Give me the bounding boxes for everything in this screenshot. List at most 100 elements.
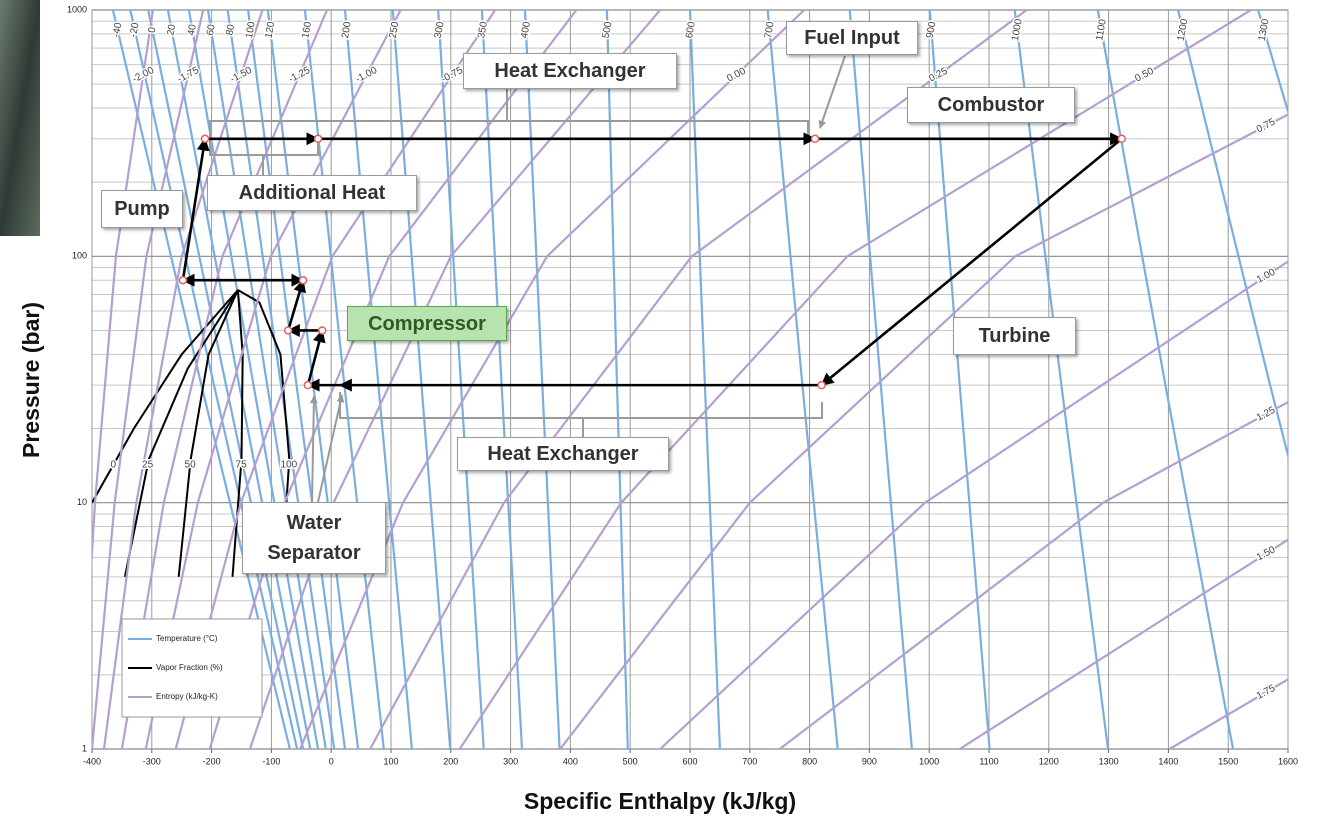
curve	[226, 10, 336, 749]
annotation: Compressor	[347, 306, 507, 341]
x-tick-label: 1400	[1158, 756, 1178, 766]
state-point	[200, 134, 210, 144]
curve	[123, 289, 239, 577]
curve-label: 0	[147, 26, 159, 34]
curve-label: -40	[111, 22, 124, 39]
state-point	[298, 275, 308, 285]
annotation: Fuel Input	[786, 21, 918, 55]
x-tick-label: 0	[329, 756, 334, 766]
x-tick-label: 600	[682, 756, 697, 766]
y-tick-label: 10	[77, 497, 87, 507]
curve-label: 700	[763, 20, 777, 39]
curve	[206, 10, 327, 749]
curve	[928, 10, 991, 749]
curve	[559, 113, 1288, 749]
curve	[1013, 10, 1110, 749]
y-tick-label: 100	[72, 251, 87, 261]
curve	[299, 10, 805, 749]
curve-label: 1100	[1094, 18, 1109, 42]
cycle-arrow	[286, 278, 306, 331]
curve	[129, 10, 299, 749]
annotation: Heat Exchanger	[457, 437, 669, 471]
photo-strip	[0, 0, 40, 236]
annotation: Water Separator	[242, 502, 386, 574]
legend-label: Vapor Fraction (%)	[156, 663, 223, 672]
annotation: Heat Exchanger	[463, 53, 677, 89]
x-tick-label: -200	[203, 756, 221, 766]
x-tick-label: 900	[862, 756, 877, 766]
state-point	[303, 380, 313, 390]
annotation: Additional Heat	[207, 175, 417, 211]
curve-label: 350	[476, 20, 490, 39]
legend-label: Temperature (°C)	[156, 634, 218, 643]
curve	[248, 10, 661, 749]
curve-label: 250	[388, 20, 402, 39]
x-tick-label: 700	[742, 756, 757, 766]
callout-lines	[209, 55, 846, 503]
state-point	[178, 275, 188, 285]
curve-label: -20	[128, 22, 141, 39]
curve-label: 100	[244, 20, 258, 39]
x-tick-label: 1100	[979, 756, 998, 766]
annotation: Combustor	[907, 87, 1075, 123]
curve-label: 900	[925, 20, 939, 39]
cycle-arrow	[181, 137, 210, 281]
state-point	[817, 380, 826, 390]
curve-label: 300	[433, 20, 447, 39]
x-tick-label: 400	[563, 756, 578, 766]
curve-label: 0	[111, 460, 117, 471]
y-tick-label: 1	[82, 743, 87, 753]
legend-label: Entropy (kJ/kg-K)	[156, 692, 218, 701]
state-point	[1117, 134, 1127, 144]
x-axis-title: Specific Enthalpy (kJ/kg)	[524, 788, 796, 814]
x-tick-label: 300	[503, 756, 518, 766]
curve-label: 80	[224, 23, 237, 36]
annotation: Turbine	[953, 317, 1076, 355]
curve-label: 500	[601, 20, 615, 39]
curve	[659, 260, 1288, 749]
curve-label: 75	[236, 460, 248, 471]
curve	[779, 400, 1288, 749]
curve	[92, 10, 205, 749]
x-tick-label: -400	[83, 756, 101, 766]
curve-label: 600	[684, 20, 698, 39]
x-tick-label: 100	[383, 756, 398, 766]
x-tick-label: 1200	[1039, 756, 1059, 766]
state-point	[810, 134, 820, 144]
curve	[92, 10, 155, 571]
curve-label: 60	[205, 23, 218, 36]
x-tick-label: 1000	[919, 756, 939, 766]
x-tick-label: 500	[623, 756, 638, 766]
state-point	[317, 326, 327, 335]
y-tick-label: 1000	[67, 4, 87, 14]
curve	[177, 289, 239, 577]
state-point	[283, 326, 293, 335]
curve	[458, 10, 1252, 749]
curve-label: 400	[519, 20, 533, 39]
x-tick-label: -300	[143, 756, 161, 766]
x-tick-label: 1500	[1218, 756, 1238, 766]
curve	[848, 10, 913, 749]
curve-label: 50	[185, 460, 197, 471]
annotation: Pump	[101, 190, 183, 228]
cycle-arrow	[306, 329, 326, 386]
curve-label: 40	[186, 23, 199, 36]
x-tick-label: 1600	[1278, 756, 1298, 766]
curve	[237, 289, 291, 503]
curve	[166, 10, 312, 749]
x-tick-label: -100	[262, 756, 280, 766]
x-tick-label: 200	[443, 756, 458, 766]
curve	[247, 10, 347, 749]
x-tick-label: 1300	[1099, 756, 1119, 766]
cycle-arrow	[820, 137, 1123, 387]
curve	[959, 538, 1288, 749]
curve	[102, 10, 264, 749]
curve-label: 100	[281, 460, 298, 471]
curve-label: 25	[142, 460, 154, 471]
curve	[369, 10, 1028, 749]
curve-label: 200	[340, 20, 354, 39]
curve-label: 120	[263, 20, 277, 39]
curve-label: 160	[300, 20, 314, 39]
